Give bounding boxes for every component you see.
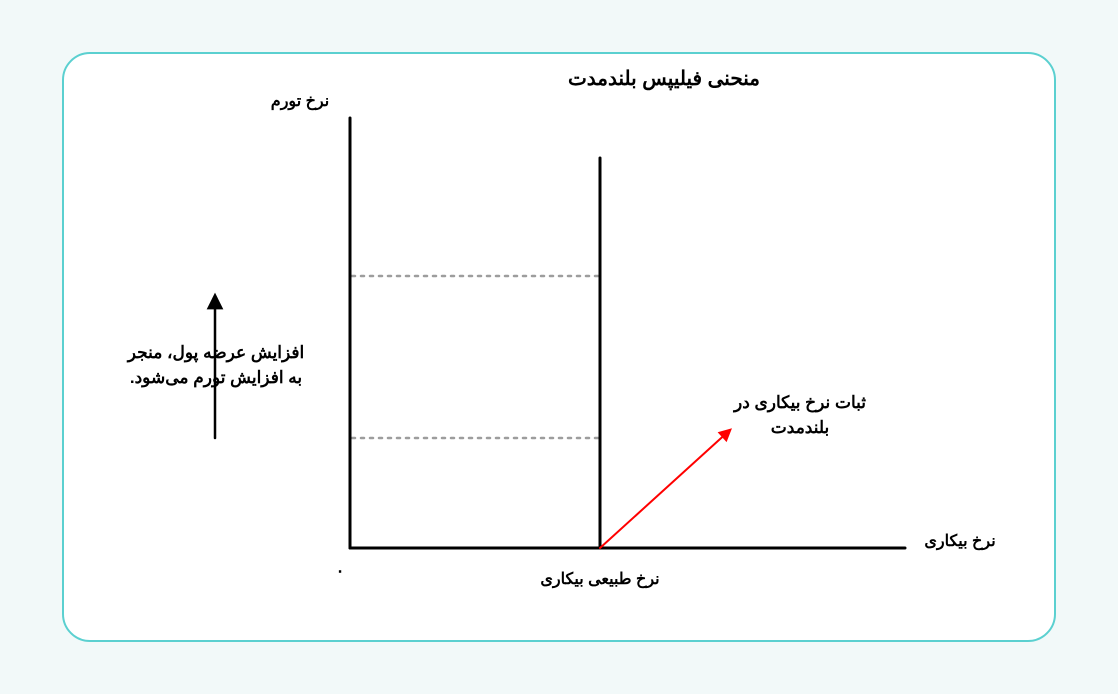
money-supply-label: افزایش عرضه پول، منجر به افزایش تورم می‌… xyxy=(86,340,346,391)
diagram-title: منحنی فیلیپس بلندمدت xyxy=(360,66,760,91)
y-axis-label: نرخ تورم xyxy=(240,90,360,114)
stability-label: ثبات نرخ بیکاری در بلندمدت xyxy=(680,390,920,441)
natural-rate-label: نرخ طبیعی بیکاری xyxy=(470,568,730,592)
origin-label: ۰ xyxy=(325,560,355,584)
diagram-stage: منحنی فیلیپس بلندمدت نرخ بیکاری نرخ تورم… xyxy=(0,0,1118,694)
x-axis-label: نرخ بیکاری xyxy=(890,530,1030,554)
